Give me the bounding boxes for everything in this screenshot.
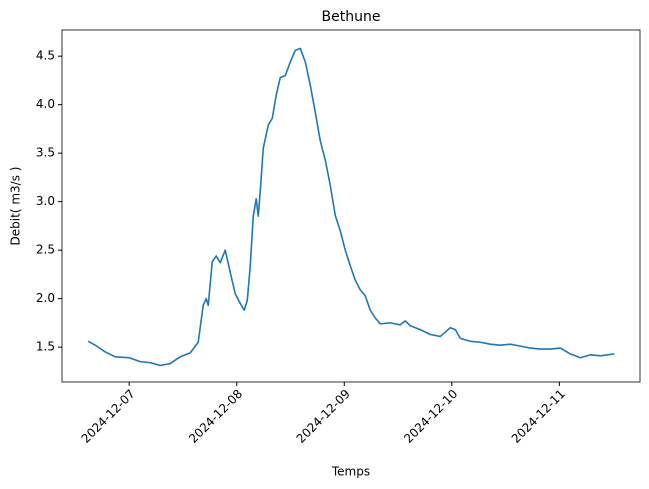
x-tick-label: 2024-12-11 — [509, 387, 568, 446]
x-axis-label: Temps — [331, 465, 370, 479]
data-line — [87, 47, 615, 367]
y-axis-label: Debit( m3/s ) — [9, 167, 23, 246]
y-tick-label: 2.0 — [36, 291, 55, 305]
axes-frame — [61, 29, 641, 383]
y-tick-label: 4.5 — [36, 49, 55, 63]
y-tick-label: 2.5 — [36, 243, 55, 257]
x-tick-label: 2024-12-07 — [79, 387, 138, 446]
x-tick-label: 2024-12-10 — [401, 387, 460, 446]
chart-title: Bethune — [322, 9, 381, 25]
y-tick-label: 3.5 — [36, 146, 55, 160]
x-tick-label: 2024-12-09 — [294, 387, 353, 446]
y-tick-label: 3.0 — [36, 194, 55, 208]
x-tick-label: 2024-12-08 — [186, 387, 245, 446]
y-tick-label: 4.0 — [36, 97, 55, 111]
y-tick-label: 1.5 — [36, 340, 55, 354]
